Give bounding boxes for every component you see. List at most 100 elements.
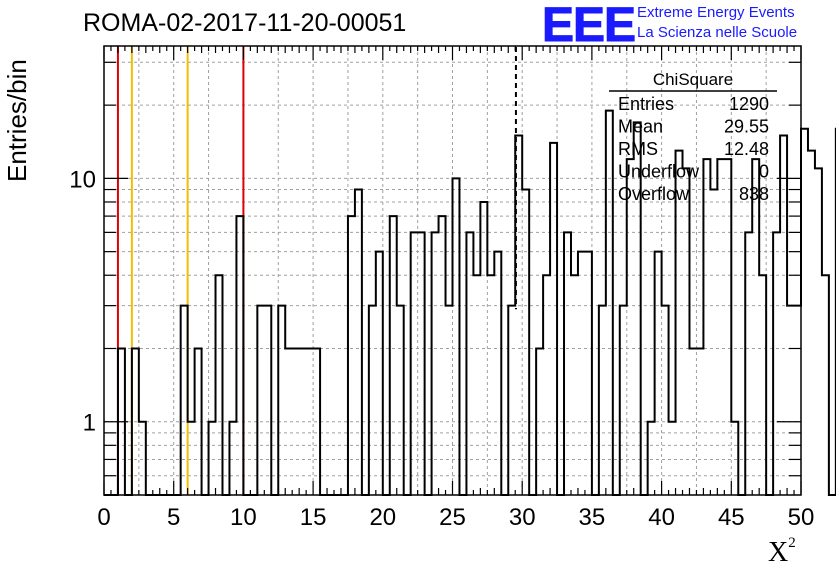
histogram-bin (446, 306, 453, 495)
axis-tick-labels: 0 5 10 15 20 25 30 35 40 45 50 1 10 (69, 166, 814, 531)
histogram-bin (710, 190, 717, 495)
histogram-bin (731, 422, 738, 495)
histogram-bin (822, 275, 829, 495)
histogram-bin (724, 159, 731, 495)
histogram-bin (257, 306, 264, 495)
histogram-bin (585, 252, 592, 495)
histogram-bin (564, 232, 571, 495)
histogram-bin (285, 348, 292, 495)
histogram-bin (390, 216, 397, 495)
stats-row-value: 12.48 (724, 139, 769, 159)
histogram-bin (522, 190, 529, 495)
run-title: ROMA-02-2017-11-20-00051 (83, 9, 407, 37)
histogram-bins (118, 111, 836, 495)
histogram-bin (480, 202, 487, 495)
x-tick-label: 25 (439, 504, 466, 531)
histogram-bin (815, 168, 822, 495)
histogram-bin (306, 348, 313, 495)
histogram-bin (439, 216, 446, 495)
histogram-bin (397, 306, 404, 495)
histogram-bin (759, 275, 766, 495)
histogram-bin (473, 275, 480, 495)
histogram-bin (550, 143, 557, 495)
histogram-bin (543, 275, 550, 495)
x-tick-label: 30 (509, 504, 536, 531)
stats-row-value: 838 (739, 184, 769, 204)
histogram-bin (515, 136, 522, 495)
stats-title: ChiSquare (653, 70, 733, 89)
histogram-bin (355, 190, 362, 495)
x-tick-label: 20 (369, 504, 396, 531)
histogram-bin (195, 348, 202, 495)
logo-mark: EEE (541, 0, 636, 53)
logo-line-1: Extreme Energy Events (637, 4, 795, 21)
x-axis-label-superscript: 2 (788, 534, 796, 551)
histogram-bin (313, 348, 320, 495)
histogram-bin (606, 111, 613, 495)
x-tick-label: 0 (97, 504, 110, 531)
stats-row-label: Entries (618, 94, 674, 114)
histogram-bin (139, 422, 146, 495)
logo-line-2: La Scienza nelle Scuole (637, 24, 798, 41)
histogram-bin (717, 159, 724, 495)
histogram-bin (689, 348, 696, 495)
histogram-bin (571, 275, 578, 495)
histogram-bin (536, 348, 543, 495)
histogram-bin (411, 232, 418, 495)
histogram-bin (787, 306, 794, 495)
axis-ticks (103, 46, 802, 495)
stats-row-label: Underflow (618, 162, 700, 182)
histogram-bin (599, 306, 606, 495)
x-axis-label: X2 (768, 534, 796, 569)
histogram-bin (466, 232, 473, 495)
eee-logo: EEE Extreme Energy Events La Scienza nel… (541, 0, 832, 53)
stats-row-label: RMS (618, 139, 658, 159)
histogram-bin (648, 422, 655, 495)
histogram-bin (578, 252, 585, 495)
histogram-bin (669, 422, 676, 495)
histogram-bin (216, 275, 223, 495)
histogram-bin (299, 348, 306, 495)
x-tick-label: 5 (167, 504, 180, 531)
x-tick-label: 35 (579, 504, 606, 531)
histogram-bin (181, 306, 188, 495)
histogram-bin (808, 151, 815, 495)
y-tick-label: 1 (83, 410, 96, 437)
histogram-bin (752, 159, 759, 495)
x-tick-label: 40 (648, 504, 675, 531)
histogram-bin (703, 159, 710, 495)
histogram-bin (188, 422, 195, 495)
histogram-bin (236, 216, 243, 495)
x-tick-label: 15 (300, 504, 327, 531)
histogram-bin (132, 348, 139, 495)
stats-box: ChiSquare Entries 1290 Mean 29.55 RMS 12.48 Un… (609, 70, 777, 204)
x-tick-label: 45 (718, 504, 745, 531)
histogram-bin (348, 216, 355, 495)
y-tick-label: 10 (69, 166, 96, 193)
histogram-bin (292, 348, 299, 495)
histogram-bin (369, 306, 376, 495)
histogram-bin (745, 232, 752, 495)
histogram-bin (794, 306, 801, 495)
x-axis-label-text: X (768, 537, 789, 568)
histogram-bin (696, 348, 703, 495)
histogram-bin (264, 306, 271, 495)
histogram-bin (780, 136, 787, 495)
histogram-bin (801, 129, 808, 495)
histogram-bin (209, 422, 216, 495)
stats-row-value: 29.55 (724, 117, 769, 137)
stats-row-value: 0 (759, 162, 769, 182)
histogram-bin (278, 306, 285, 495)
stats-row-label: Mean (618, 117, 663, 137)
histogram-bin (655, 252, 662, 495)
stats-row-value: 1290 (729, 94, 769, 114)
histogram-bin (376, 252, 383, 495)
x-tick-label: 10 (230, 504, 257, 531)
histogram-bin (487, 275, 494, 495)
histogram-bin (662, 306, 669, 495)
x-tick-label: 50 (788, 504, 815, 531)
histogram-bin (620, 306, 627, 495)
histogram-bin (432, 232, 439, 495)
